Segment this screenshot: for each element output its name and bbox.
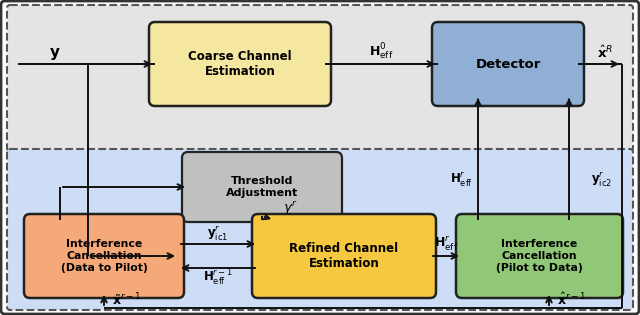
Text: $\tilde{\mathbf{x}}^{r-1}$: $\tilde{\mathbf{x}}^{r-1}$	[112, 292, 141, 308]
Text: Refined Channel
Estimation: Refined Channel Estimation	[289, 242, 399, 270]
Text: Detector: Detector	[476, 58, 541, 71]
FancyBboxPatch shape	[7, 5, 633, 151]
Text: $\gamma^{r}$: $\gamma^{r}$	[283, 199, 298, 217]
FancyBboxPatch shape	[456, 214, 623, 298]
Text: Interference
Cancellation
(Data to Pilot): Interference Cancellation (Data to Pilot…	[61, 239, 147, 272]
Text: $\mathbf{H}_{\mathrm{eff}}^{r-1}$: $\mathbf{H}_{\mathrm{eff}}^{r-1}$	[203, 268, 233, 288]
FancyBboxPatch shape	[182, 152, 342, 222]
Text: $\mathbf{y}_{\mathrm{ic2}}^{r}$: $\mathbf{y}_{\mathrm{ic2}}^{r}$	[591, 171, 612, 189]
Text: $\mathbf{y}$: $\mathbf{y}$	[49, 46, 61, 62]
Text: $\hat{\mathbf{x}}^{r-1}$: $\hat{\mathbf{x}}^{r-1}$	[557, 292, 586, 308]
FancyBboxPatch shape	[432, 22, 584, 106]
FancyBboxPatch shape	[252, 214, 436, 298]
FancyBboxPatch shape	[149, 22, 331, 106]
Text: Coarse Channel
Estimation: Coarse Channel Estimation	[188, 50, 292, 78]
FancyBboxPatch shape	[24, 214, 184, 298]
Text: $\mathbf{H}_{\mathrm{eff}}^{0}$: $\mathbf{H}_{\mathrm{eff}}^{0}$	[369, 42, 393, 62]
Text: $\mathbf{H}_{\mathrm{eff}}^{r}$: $\mathbf{H}_{\mathrm{eff}}^{r}$	[434, 235, 458, 253]
Text: Threshold
Adjustment: Threshold Adjustment	[226, 176, 298, 198]
Text: $\hat{\mathbf{x}}^R$: $\hat{\mathbf{x}}^R$	[597, 45, 613, 61]
Text: $\mathbf{y}_{\mathrm{ic1}}^{r}$: $\mathbf{y}_{\mathrm{ic1}}^{r}$	[207, 225, 228, 243]
FancyBboxPatch shape	[7, 149, 633, 310]
Text: $\mathbf{H}_{\mathrm{eff}}^{r}$: $\mathbf{H}_{\mathrm{eff}}^{r}$	[450, 171, 473, 189]
Text: Interference
Cancellation
(Pilot to Data): Interference Cancellation (Pilot to Data…	[496, 239, 583, 272]
